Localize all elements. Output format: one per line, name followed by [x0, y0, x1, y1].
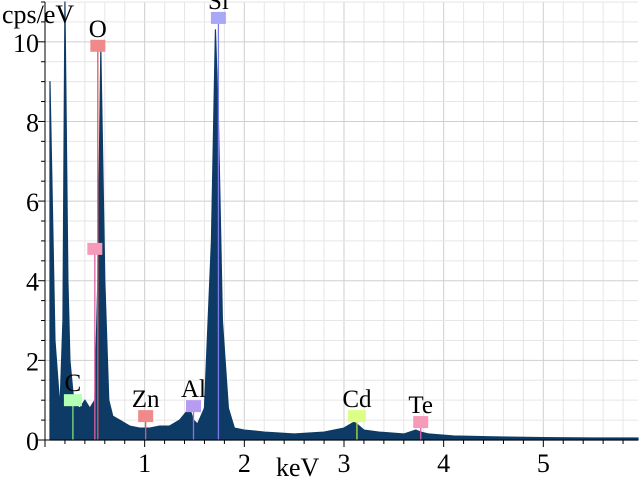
y-tick-label: 6 — [26, 188, 39, 217]
element-label: O — [89, 16, 107, 43]
grid-lines — [45, 1, 638, 440]
y-tick-label: 10 — [13, 29, 39, 58]
element-marker — [87, 242, 103, 255]
x-tick-label: 4 — [437, 449, 450, 478]
axes — [38, 1, 638, 447]
element-marker — [413, 416, 429, 429]
element-label: Zn — [132, 386, 160, 413]
x-tick-label: 5 — [537, 449, 550, 478]
element-marker — [90, 39, 106, 52]
element-marker — [210, 11, 226, 24]
y-tick-label: 0 — [26, 427, 39, 456]
element-marker — [347, 410, 366, 423]
y-axis-label: cps/eV — [2, 0, 74, 29]
y-tick-label: 4 — [26, 268, 39, 297]
element-label: C — [65, 370, 82, 397]
element-marker — [138, 410, 154, 423]
x-tick-label: 3 — [337, 449, 350, 478]
x-axis-label: keV — [276, 453, 320, 480]
x-tick-label: 1 — [138, 449, 151, 478]
y-tick-label: 2 — [26, 347, 39, 376]
element-markers: C O Zn Al Si Cd Te — [63, 0, 433, 429]
element-label: Te — [408, 392, 433, 419]
element-marker — [63, 394, 82, 407]
y-tick-label: 8 — [26, 108, 39, 137]
element-label: Al — [181, 376, 206, 403]
x-tick-label: 2 — [238, 449, 251, 478]
element-label: Si — [208, 0, 229, 15]
element-marker — [185, 400, 201, 413]
element-label: Cd — [342, 386, 372, 413]
